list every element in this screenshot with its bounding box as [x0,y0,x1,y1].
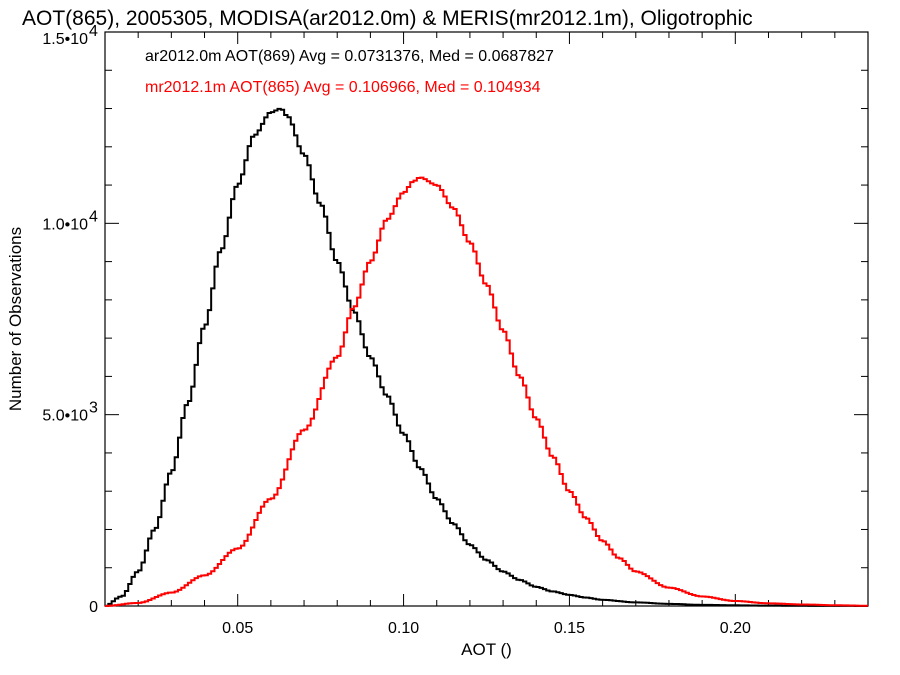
series-line-meris [105,176,868,607]
x-tick-label: 0.10 [388,620,419,637]
series-layer [105,107,868,607]
stat-line-meris: mr2012.1m AOT(865) Avg = 0.106966, Med =… [145,79,541,96]
plot-frame [104,31,869,607]
y-tick-label: 1.5•10 [42,31,88,48]
y-tick-label: 1.0•10 [42,216,88,233]
chart-title: AOT(865), 2005305, MODISA(ar2012.0m) & M… [22,7,753,30]
y-tick-labels: 05.0•10 31.0•10 41.5•10 4 [42,23,98,616]
axis-ticks [105,31,868,607]
x-tick-label: 0.20 [720,620,751,637]
y-tick-label: 5.0•10 [42,408,88,425]
y-tick-exponent: 3 [89,400,98,417]
y-tick-exponent: 4 [89,208,98,225]
y-tick-label: 0 [89,599,98,616]
x-axis-label: AOT () [461,640,512,659]
y-axis-label: Number of Observations [6,227,25,411]
x-tick-label: 0.05 [222,620,253,637]
series-line-modis [105,107,868,607]
x-tick-label: 0.15 [554,620,585,637]
y-tick-exponent: 4 [89,23,98,40]
x-tick-labels: 0.05 0.10 0.15 0.20 [222,620,751,637]
stat-line-modis: ar2012.0m AOT(869) Avg = 0.0731376, Med … [145,48,554,65]
